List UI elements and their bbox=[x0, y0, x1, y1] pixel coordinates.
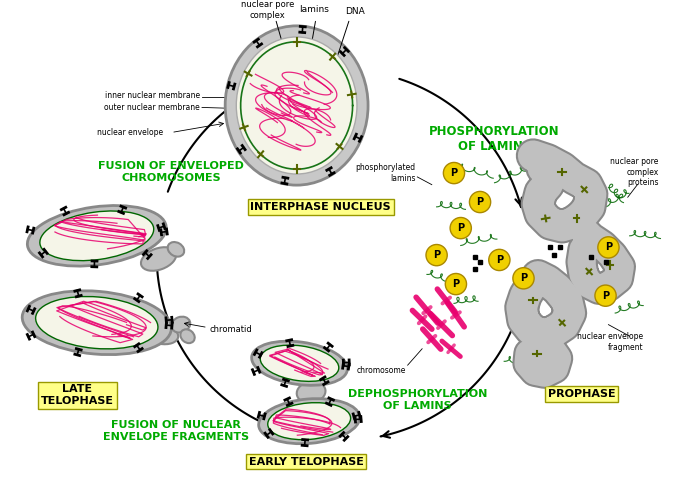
Text: FUSION OF NUCLEAR
ENVELOPE FRAGMENTS: FUSION OF NUCLEAR ENVELOPE FRAGMENTS bbox=[103, 420, 249, 442]
Ellipse shape bbox=[236, 37, 357, 174]
Text: P: P bbox=[457, 223, 464, 233]
Text: PHOSPHORYLATION
OF LAMINS: PHOSPHORYLATION OF LAMINS bbox=[430, 125, 560, 153]
Ellipse shape bbox=[252, 341, 347, 385]
Circle shape bbox=[595, 285, 616, 306]
Text: P: P bbox=[452, 279, 460, 289]
Ellipse shape bbox=[181, 329, 195, 343]
Ellipse shape bbox=[297, 381, 326, 403]
Text: P: P bbox=[433, 250, 440, 260]
Text: chromosome: chromosome bbox=[356, 366, 406, 374]
Ellipse shape bbox=[168, 242, 184, 256]
Ellipse shape bbox=[40, 211, 154, 261]
Text: P: P bbox=[477, 197, 484, 207]
Text: nuclear pore
complex: nuclear pore complex bbox=[241, 0, 294, 20]
Text: phosphorylated
lamins: phosphorylated lamins bbox=[355, 164, 415, 183]
Text: P: P bbox=[602, 290, 609, 301]
Ellipse shape bbox=[145, 325, 179, 344]
Text: P: P bbox=[605, 243, 612, 252]
Ellipse shape bbox=[141, 247, 176, 271]
Ellipse shape bbox=[22, 291, 172, 355]
Ellipse shape bbox=[171, 317, 190, 332]
Text: chromatid: chromatid bbox=[210, 325, 252, 334]
Circle shape bbox=[489, 249, 510, 271]
Circle shape bbox=[513, 268, 534, 289]
Text: outer nuclear membrane: outer nuclear membrane bbox=[105, 103, 200, 112]
Circle shape bbox=[443, 163, 464, 184]
Text: nuclear envelope
fragment: nuclear envelope fragment bbox=[577, 332, 643, 352]
Text: inner nuclear membrane: inner nuclear membrane bbox=[105, 91, 200, 100]
Text: DNA: DNA bbox=[345, 7, 365, 16]
Text: P: P bbox=[520, 273, 527, 283]
Ellipse shape bbox=[36, 296, 158, 349]
Ellipse shape bbox=[225, 26, 368, 185]
Text: PROPHASE: PROPHASE bbox=[548, 389, 615, 399]
Text: DEPHOSPHORYLATION
OF LAMINS: DEPHOSPHORYLATION OF LAMINS bbox=[347, 389, 487, 411]
Text: nuclear pore
complex
proteins: nuclear pore complex proteins bbox=[610, 157, 659, 187]
Text: LATE
TELOPHASE: LATE TELOPHASE bbox=[41, 384, 114, 406]
Text: P: P bbox=[496, 255, 503, 265]
Text: P: P bbox=[451, 168, 458, 178]
Circle shape bbox=[450, 217, 471, 239]
Ellipse shape bbox=[260, 345, 339, 381]
Circle shape bbox=[598, 237, 619, 258]
Text: EARLY TELOPHASE: EARLY TELOPHASE bbox=[249, 457, 364, 467]
Text: INTERPHASE NUCLEUS: INTERPHASE NUCLEUS bbox=[250, 202, 391, 212]
Ellipse shape bbox=[259, 399, 360, 444]
Ellipse shape bbox=[267, 403, 351, 440]
Circle shape bbox=[469, 191, 490, 212]
Circle shape bbox=[426, 245, 447, 266]
Ellipse shape bbox=[27, 206, 166, 266]
Text: nuclear envelope: nuclear envelope bbox=[97, 128, 163, 137]
Text: lamins: lamins bbox=[299, 5, 329, 14]
Circle shape bbox=[445, 274, 466, 295]
Text: FUSION OF ENVELOPED
CHROMOSOMES: FUSION OF ENVELOPED CHROMOSOMES bbox=[98, 162, 244, 183]
